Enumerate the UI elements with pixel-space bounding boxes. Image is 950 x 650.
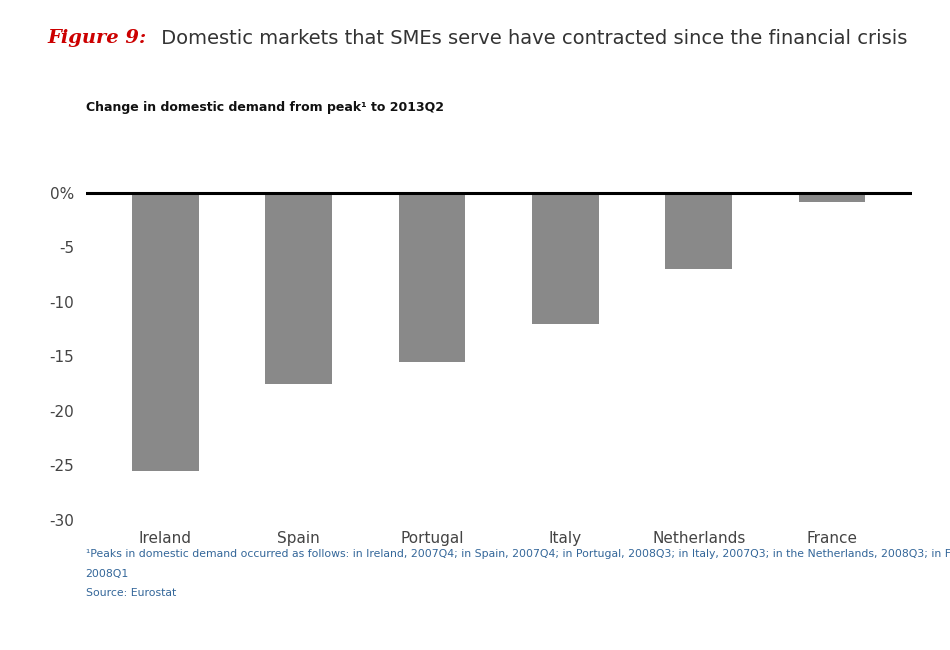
Text: ¹Peaks in domestic demand occurred as follows: in Ireland, 2007Q4; in Spain, 200: ¹Peaks in domestic demand occurred as fo…: [86, 549, 950, 559]
Text: Change in domestic demand from peak¹ to 2013Q2: Change in domestic demand from peak¹ to …: [86, 101, 444, 114]
Bar: [399, 193, 466, 362]
Bar: [665, 193, 732, 269]
Bar: [532, 193, 598, 324]
Text: 2008Q1: 2008Q1: [86, 569, 129, 578]
Text: Domestic markets that SMEs serve have contracted since the financial crisis: Domestic markets that SMEs serve have co…: [155, 29, 907, 48]
Bar: [799, 193, 865, 202]
Text: Figure 9:: Figure 9:: [48, 29, 146, 47]
Bar: [132, 193, 199, 471]
Bar: [265, 193, 332, 384]
Text: Source: Eurostat: Source: Eurostat: [86, 588, 176, 598]
